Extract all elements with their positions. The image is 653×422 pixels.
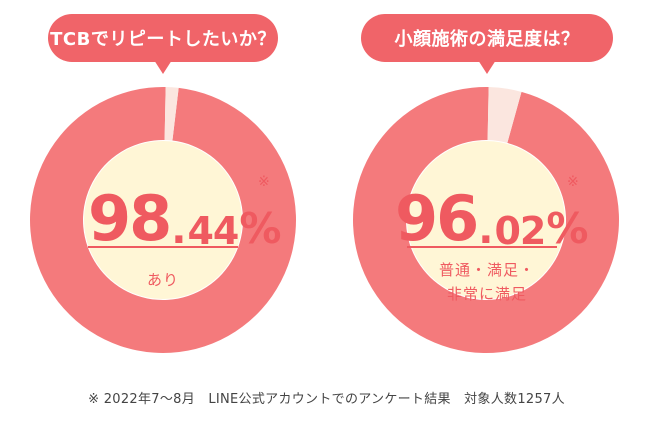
answer-label: あり <box>88 268 238 292</box>
percentage-dot: . <box>171 207 187 253</box>
question-bubble: TCBでリピートしたいか？ <box>48 14 278 62</box>
repeat-intent-panel: TCBでリピートしたいか？ 98 . 44 % ※ あり <box>0 0 326 372</box>
divider-line <box>407 246 557 248</box>
question-text: TCBでリピートしたいか？ <box>50 29 276 50</box>
divider-line <box>88 246 238 248</box>
donut-svg <box>29 86 296 354</box>
center-disc <box>407 141 565 299</box>
donut-chart <box>351 85 621 355</box>
percentage-value: 96 . 02 % <box>395 160 589 255</box>
bubble-tail <box>478 60 496 74</box>
percentage-value: 98 . 44 % <box>88 160 282 255</box>
percentage-decimal: 44 <box>187 209 239 253</box>
donut-slice-remainder <box>487 87 522 143</box>
question-text: 小顔施術の満足度は？ <box>394 29 580 50</box>
answer-label-line: 非常に満足 <box>446 285 527 303</box>
percentage-dot: . <box>478 207 494 253</box>
percentage-integer: 96 <box>395 182 479 255</box>
donut-slice-remainder <box>164 87 179 141</box>
answer-label: 普通・満足・ 非常に満足 <box>397 258 577 306</box>
percent-sign: % <box>239 204 282 253</box>
donut-chart <box>28 85 298 355</box>
question-bubble: 小顔施術の満足度は？ <box>361 14 613 62</box>
percentage-decimal: 02 <box>494 209 546 253</box>
percentage-integer: 98 <box>88 182 172 255</box>
donut-svg <box>353 87 619 353</box>
answer-label-line: 普通・満足・ <box>438 261 535 279</box>
donut-slice-main <box>29 86 296 354</box>
satisfaction-panel: 小顔施術の満足度は？ 96 . 02 % ※ 普通・満足・ 非常に満足 <box>327 0 653 372</box>
center-disc <box>84 141 242 299</box>
asterisk-mark: ※ <box>258 174 270 190</box>
donut-slice-main <box>353 87 619 353</box>
survey-footnote: ※ 2022年7〜8月 LINE公式アカウントでのアンケート結果 対象人数125… <box>88 392 565 407</box>
answer-label-line: あり <box>146 271 179 289</box>
bubble-tail <box>154 60 172 74</box>
percent-sign: % <box>546 204 589 253</box>
asterisk-mark: ※ <box>567 174 579 190</box>
